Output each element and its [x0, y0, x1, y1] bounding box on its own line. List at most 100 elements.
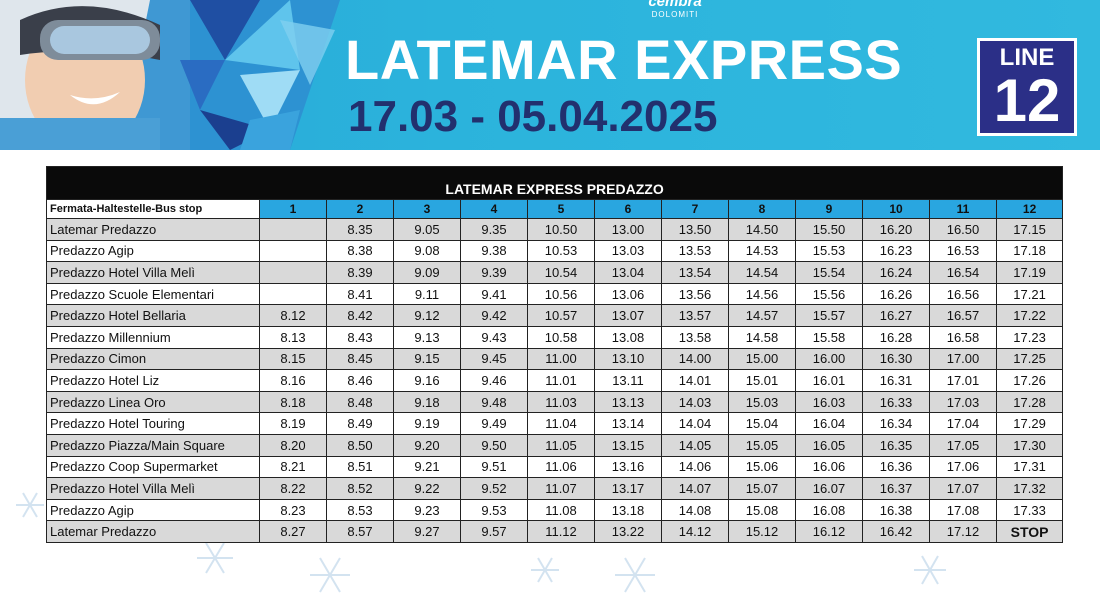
departure-time: 16.30 [862, 347, 930, 371]
line-badge: LINE 12 [977, 38, 1077, 136]
departure-time: 9.05 [393, 218, 461, 241]
departure-time: 15.07 [728, 477, 796, 500]
departure-time: 15.05 [728, 433, 796, 457]
departure-time: 17.06 [929, 455, 997, 479]
stop-name: Latemar Predazzo [46, 218, 260, 241]
departure-time: 8.19 [259, 412, 327, 435]
departure-time: 17.19 [995, 261, 1064, 284]
departure-time: 8.20 [259, 433, 327, 457]
departure-time: 14.08 [661, 498, 729, 522]
departure-time: 16.07 [795, 477, 863, 500]
departure-time: 16.50 [929, 218, 997, 241]
departure-time: 15.01 [728, 369, 796, 392]
timetable-row: Predazzo Coop Supermarket 8.21 8.51 9.21 9.5… [46, 455, 1064, 479]
run-number-header: 6 [594, 199, 662, 219]
departure-time: 16.06 [795, 455, 863, 479]
run-number-header: 9 [795, 199, 863, 219]
stop-name: Predazzo Agip [46, 239, 260, 263]
departure-time: 13.50 [661, 218, 729, 241]
departure-time: 15.56 [795, 282, 863, 306]
departure-time: 15.04 [728, 412, 796, 435]
departure-time: 9.46 [460, 369, 528, 392]
departure-time: 15.58 [795, 325, 863, 349]
departure-time: 16.27 [862, 304, 930, 327]
departure-time: 8.18 [259, 390, 327, 414]
stop-name: Predazzo Piazza/Main Square [46, 433, 260, 457]
departure-time: 9.42 [460, 304, 528, 327]
departure-time: 16.12 [795, 520, 863, 543]
departure-time: 16.04 [795, 412, 863, 435]
stop-name: Predazzo Hotel Liz [46, 369, 260, 392]
departure-time: 8.52 [326, 477, 394, 500]
departure-time: 10.57 [527, 304, 595, 327]
departure-time: 13.07 [594, 304, 662, 327]
departure-time: 14.56 [728, 282, 796, 306]
departure-time: 9.50 [460, 433, 528, 457]
departure-time: 11.03 [527, 390, 595, 414]
departure-time: 14.00 [661, 347, 729, 371]
departure-time: 8.22 [259, 477, 327, 500]
departure-time: 16.36 [862, 455, 930, 479]
departure-time: 9.27 [393, 520, 461, 543]
departure-time: 16.01 [795, 369, 863, 392]
departure-time: 11.01 [527, 369, 595, 392]
departure-time: 14.53 [728, 239, 796, 263]
departure-time: 17.21 [995, 282, 1064, 306]
departure-time: 8.46 [326, 369, 394, 392]
stop-name: Predazzo Hotel Touring [46, 412, 260, 435]
stop-name: Predazzo Coop Supermarket [46, 455, 260, 479]
departure-time: 9.16 [393, 369, 461, 392]
departure-time: 15.03 [728, 390, 796, 414]
timetable-row: Predazzo Linea Oro 8.18 8.48 9.18 9.48 11.03 1… [46, 390, 1064, 414]
departure-time: 11.00 [527, 347, 595, 371]
departure-time: 8.49 [326, 412, 394, 435]
run-number-header: 8 [728, 199, 796, 219]
departure-time: 8.57 [326, 520, 394, 543]
departure-time: 14.01 [661, 369, 729, 392]
departure-time: 10.54 [527, 261, 595, 284]
departure-time: 13.11 [594, 369, 662, 392]
departure-time: 8.50 [326, 433, 394, 457]
timetable-row: Predazzo Hotel Villa Melì 8.22 8.52 9.22 9.5… [46, 477, 1064, 500]
departure-time: 9.41 [460, 282, 528, 306]
departure-time: 17.22 [995, 304, 1064, 327]
departure-time: 13.18 [594, 498, 662, 522]
timetable-row: Latemar Predazzo 8.35 9.05 9.35 10.50 13.00 13… [46, 218, 1064, 241]
departure-time: 17.23 [995, 325, 1064, 349]
departure-time: 17.26 [995, 369, 1064, 392]
departure-time: 8.51 [326, 455, 394, 479]
departure-time: 14.57 [728, 304, 796, 327]
departure-time: 17.01 [929, 369, 997, 392]
stop-name: Latemar Predazzo [46, 520, 260, 543]
departure-time: 8.23 [259, 498, 327, 522]
departure-time: 9.11 [393, 282, 461, 306]
stop-name: Predazzo Hotel Villa Melì [46, 261, 260, 284]
departure-time: 9.23 [393, 498, 461, 522]
departure-time: 9.51 [460, 455, 528, 479]
departure-time: 8.43 [326, 325, 394, 349]
departure-time: 13.10 [594, 347, 662, 371]
departure-time: 15.54 [795, 261, 863, 284]
departure-time: 16.53 [929, 239, 997, 263]
departure-time: 13.53 [661, 239, 729, 263]
departure-time: 14.03 [661, 390, 729, 414]
departure-time: 16.20 [862, 218, 930, 241]
departure-time: 15.12 [728, 520, 796, 543]
departure-time: 8.48 [326, 390, 394, 414]
departure-time: 9.19 [393, 412, 461, 435]
timetable-row: Predazzo Hotel Liz 8.16 8.46 9.16 9.46 11.01 1… [46, 369, 1064, 392]
departure-time: 13.54 [661, 261, 729, 284]
departure-time: 14.06 [661, 455, 729, 479]
departure-time: 15.08 [728, 498, 796, 522]
departure-time: 9.49 [460, 412, 528, 435]
run-header-row: Fermata-Haltestelle-Bus stop 1 2 3 4 5 6 7 8 9 10… [46, 199, 1064, 219]
run-number-header: 7 [661, 199, 729, 219]
departure-time: 10.56 [527, 282, 595, 306]
departure-time: 10.53 [527, 239, 595, 263]
run-number-header: 5 [527, 199, 595, 219]
run-number-header: 1 [259, 199, 327, 219]
departure-time: 16.00 [795, 347, 863, 371]
departure-time: 8.42 [326, 304, 394, 327]
departure-time: 8.27 [259, 520, 327, 543]
departure-time: 13.56 [661, 282, 729, 306]
